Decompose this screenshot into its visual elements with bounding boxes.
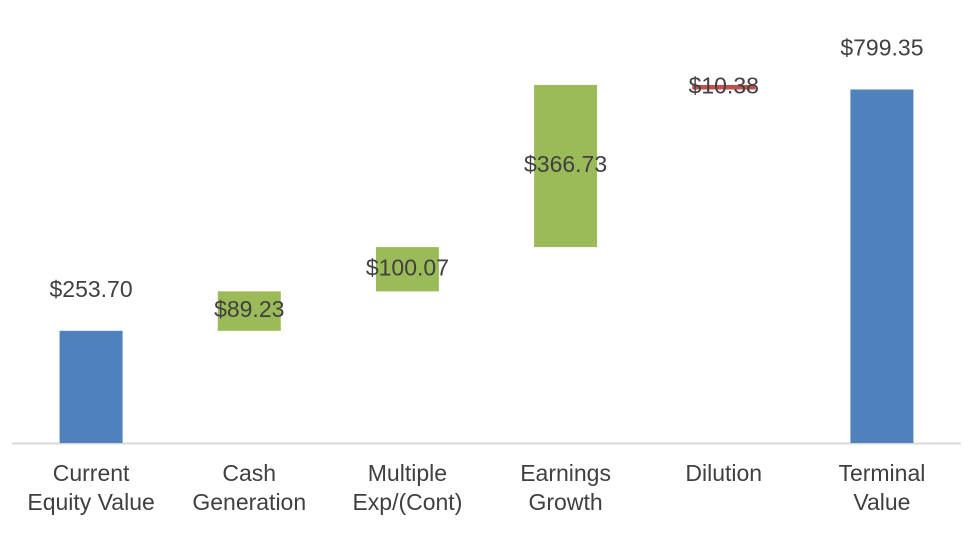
x-tick-label: Earnings Growth <box>520 460 611 515</box>
value-label: $799.35 <box>840 35 923 61</box>
value-label: $366.73 <box>524 151 607 177</box>
value-label: $10.38 <box>689 72 759 98</box>
bar <box>59 330 123 443</box>
bar <box>534 84 598 248</box>
value-label: $89.23 <box>214 296 284 322</box>
value-label: $253.70 <box>50 276 133 302</box>
value-label: $100.07 <box>366 254 449 280</box>
x-tick-label: Terminal Value <box>838 460 926 515</box>
x-tick-label: Current Equity Value <box>27 460 155 515</box>
bar <box>850 89 914 443</box>
bar <box>692 84 756 90</box>
bar <box>375 247 439 292</box>
x-tick-label: Dilution <box>685 460 763 486</box>
x-tick-label: Multiple Exp/(Cont) <box>352 460 463 515</box>
x-tick-label: Cash Generation <box>192 460 307 515</box>
bar <box>217 291 281 331</box>
